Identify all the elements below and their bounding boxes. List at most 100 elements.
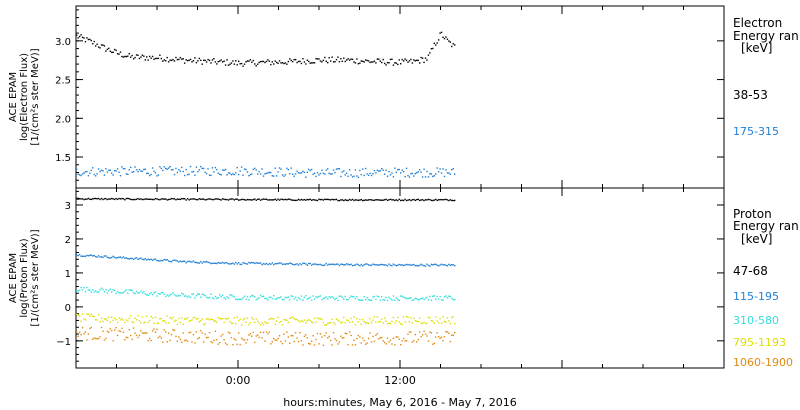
data-point bbox=[94, 289, 97, 292]
data-point bbox=[439, 168, 441, 170]
data-point bbox=[148, 174, 151, 177]
y-tick-label: 1.5 bbox=[55, 153, 71, 164]
data-point bbox=[143, 258, 145, 261]
data-point bbox=[404, 297, 406, 299]
data-point bbox=[144, 59, 146, 61]
data-point bbox=[426, 335, 428, 337]
data-point bbox=[381, 295, 383, 298]
data-point bbox=[427, 264, 430, 267]
data-point bbox=[94, 197, 97, 200]
data-point bbox=[287, 263, 290, 265]
data-point bbox=[400, 343, 402, 346]
data-point bbox=[144, 198, 146, 200]
data-point bbox=[159, 335, 161, 338]
data-point bbox=[379, 60, 381, 62]
data-point bbox=[293, 199, 295, 202]
data-point bbox=[166, 168, 168, 170]
data-point bbox=[287, 336, 290, 338]
data-point bbox=[300, 340, 303, 342]
data-point bbox=[89, 172, 91, 174]
data-point bbox=[153, 328, 155, 330]
data-point bbox=[186, 59, 189, 62]
data-point bbox=[210, 340, 212, 343]
data-point bbox=[261, 263, 263, 266]
data-point bbox=[402, 199, 405, 202]
data-point bbox=[150, 258, 152, 260]
data-point bbox=[273, 294, 275, 297]
data-point bbox=[395, 264, 398, 267]
data-point bbox=[353, 316, 355, 318]
data-point bbox=[198, 198, 200, 200]
data-point bbox=[404, 58, 406, 60]
data-point bbox=[238, 262, 240, 264]
data-point bbox=[310, 199, 313, 201]
data-point bbox=[356, 58, 358, 60]
data-point bbox=[192, 293, 195, 295]
data-point bbox=[313, 298, 316, 300]
data-point bbox=[294, 263, 297, 266]
data-point bbox=[300, 172, 303, 174]
data-point bbox=[356, 175, 358, 177]
data-point bbox=[102, 44, 104, 46]
data-point bbox=[93, 197, 95, 200]
data-point bbox=[413, 339, 415, 342]
data-point bbox=[329, 173, 332, 175]
data-point bbox=[151, 317, 154, 319]
data-point bbox=[281, 342, 284, 345]
data-point bbox=[344, 174, 346, 176]
data-point bbox=[170, 333, 173, 336]
data-point bbox=[119, 198, 122, 200]
data-point bbox=[186, 316, 189, 319]
data-point bbox=[293, 264, 295, 266]
data-point bbox=[217, 262, 219, 264]
data-point bbox=[270, 199, 272, 201]
data-point bbox=[383, 62, 386, 65]
data-point bbox=[271, 199, 273, 201]
data-point bbox=[181, 166, 183, 169]
data-point bbox=[389, 298, 392, 300]
data-point bbox=[427, 340, 430, 342]
data-point bbox=[224, 64, 227, 66]
data-point bbox=[254, 262, 256, 265]
data-point bbox=[239, 199, 241, 201]
data-point bbox=[159, 293, 161, 295]
data-point bbox=[338, 60, 341, 63]
data-point bbox=[418, 199, 421, 202]
data-point bbox=[172, 316, 174, 319]
data-point bbox=[283, 62, 285, 65]
data-point bbox=[274, 298, 276, 300]
data-point bbox=[90, 313, 92, 316]
data-point bbox=[397, 63, 399, 66]
data-point bbox=[128, 289, 130, 291]
data-point bbox=[178, 336, 180, 338]
data-point bbox=[357, 63, 360, 65]
data-point bbox=[191, 293, 193, 295]
data-point bbox=[252, 331, 254, 334]
data-point bbox=[286, 319, 288, 322]
data-point bbox=[402, 296, 405, 298]
data-point bbox=[394, 344, 396, 346]
data-point bbox=[140, 56, 142, 58]
data-point bbox=[198, 57, 200, 60]
data-point bbox=[78, 331, 81, 334]
data-point bbox=[348, 321, 351, 323]
data-point bbox=[328, 172, 330, 174]
data-point bbox=[397, 168, 399, 171]
data-point bbox=[331, 173, 333, 175]
data-point bbox=[144, 258, 146, 260]
data-point bbox=[256, 334, 259, 336]
data-point bbox=[451, 334, 453, 336]
data-point bbox=[351, 176, 354, 178]
data-point bbox=[394, 264, 396, 266]
data-point bbox=[309, 296, 311, 299]
data-point bbox=[375, 264, 377, 266]
data-point bbox=[382, 264, 384, 266]
data-point bbox=[113, 198, 116, 201]
data-point bbox=[96, 256, 98, 258]
data-point bbox=[264, 297, 266, 300]
data-point bbox=[223, 169, 225, 172]
data-point bbox=[372, 263, 374, 265]
data-point bbox=[252, 261, 254, 264]
data-point bbox=[132, 327, 135, 329]
data-point bbox=[432, 320, 434, 322]
